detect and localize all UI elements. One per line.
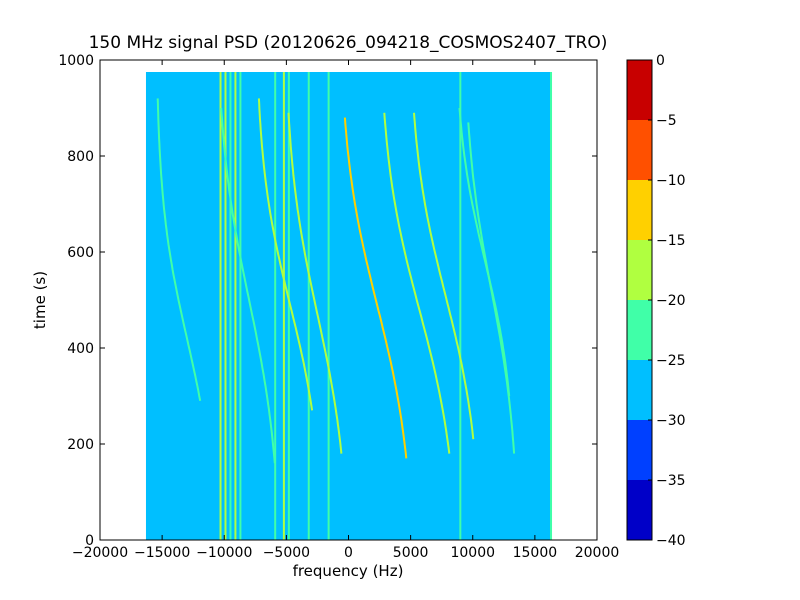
- colorbar-segment: [627, 360, 652, 420]
- colorbar-tick-label: 0: [656, 53, 665, 69]
- y-axis-label: time (s): [31, 271, 49, 329]
- doppler-trace-8: [467, 122, 516, 454]
- colorbar-tick-label: −20: [656, 293, 686, 309]
- x-tick-label: −20000: [72, 545, 128, 561]
- x-tick-label: −10000: [196, 545, 252, 561]
- x-tick-label: 10000: [450, 545, 495, 561]
- colorbar-tick-label: −10: [656, 173, 686, 189]
- doppler-trace-2: [257, 98, 314, 411]
- colorbar-tick-label: −35: [656, 473, 686, 489]
- colorbar-segment: [627, 240, 652, 300]
- colorbar-tick-label: −15: [656, 233, 686, 249]
- y-tick-label: 800: [67, 149, 94, 165]
- x-axis: −20000 −15000 −10000 −5000 0 5000 10000 15000 20…: [72, 60, 619, 561]
- y-tick-label: 400: [67, 341, 94, 357]
- chart-title: 150 MHz signal PSD (20120626_094218_COSM…: [89, 33, 608, 53]
- colorbar: −40 −35 −30 −25 −20 −15 −10 −5 0: [626, 53, 686, 549]
- colorbar-segment: [627, 60, 652, 120]
- x-axis-label: frequency (Hz): [293, 562, 404, 580]
- y-tick-label: 600: [67, 245, 94, 261]
- doppler-trace-1: [220, 107, 276, 464]
- doppler-trace-6: [413, 112, 475, 440]
- doppler-trace-7: [458, 107, 511, 397]
- x-tick-label: 5000: [393, 545, 429, 561]
- colorbar-tick-label: −30: [656, 413, 686, 429]
- x-tick-label: 0: [344, 545, 353, 561]
- y-tick-label: 1000: [58, 53, 94, 69]
- colorbar-segment: [627, 420, 652, 480]
- spectrogram-layer: [145, 72, 553, 540]
- colorbar-segment: [627, 480, 652, 540]
- doppler-trace-3: [287, 112, 343, 454]
- colorbar-segment: [627, 300, 652, 360]
- y-axis: 0 200 400 600 800 1000: [58, 53, 597, 549]
- colorbar-tick-label: −25: [656, 353, 686, 369]
- x-tick-label: −5000: [263, 545, 310, 561]
- colorbar-segment: [627, 180, 652, 240]
- doppler-trace-5: [383, 112, 451, 454]
- x-tick-label: 20000: [575, 545, 620, 561]
- spectrogram-background: [145, 72, 552, 540]
- x-tick-label: −15000: [134, 545, 190, 561]
- colorbar-segment: [627, 120, 652, 180]
- doppler-trace-0: [156, 98, 202, 401]
- x-tick-label: 15000: [513, 545, 558, 561]
- y-tick-label: 0: [85, 533, 94, 549]
- colorbar-tick-label: −5: [656, 113, 677, 129]
- colorbar-tick-label: −40: [656, 533, 686, 549]
- y-tick-label: 200: [67, 437, 94, 453]
- doppler-trace-4: [343, 117, 408, 459]
